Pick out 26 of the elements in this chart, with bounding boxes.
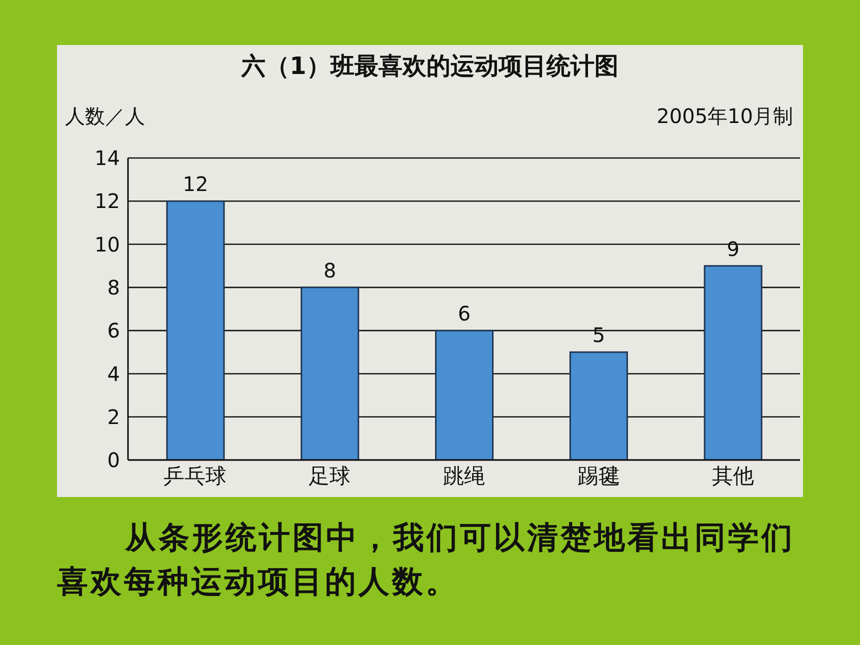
y-tick-label: 10 [94, 232, 120, 256]
bar [166, 200, 225, 460]
data-label: 6 [458, 302, 471, 326]
data-label: 8 [324, 258, 336, 282]
y-tick-label: 0 [107, 448, 120, 472]
data-label: 12 [182, 172, 208, 196]
y-tick-label: 12 [94, 189, 120, 214]
text: 2005年10月制 [656, 103, 793, 130]
y-tick-label: 4 [107, 362, 120, 386]
x-tick-label: 其他 [712, 464, 754, 488]
chart-title: 六（1）班最喜欢的运动项目统计图 [240, 51, 620, 82]
bar [569, 351, 628, 460]
y-tick-label: 8 [107, 276, 120, 300]
y-tick-label: 6 [107, 318, 120, 343]
y-tick-label: 2 [107, 404, 120, 429]
bar [300, 286, 360, 460]
x-tick-label: 踢毽 [577, 464, 620, 488]
text: 从条形统计图中，我们可以清楚地看出同学们喜欢每种运动项目的人数。 [57, 519, 796, 602]
x-tick-label: 乒乓球 [164, 464, 227, 488]
x-tick-label: 跳绳 [443, 464, 485, 488]
bar [435, 330, 494, 460]
bar [704, 265, 762, 460]
y-axis-title: 人数／人 [65, 103, 145, 130]
data-label: 5 [592, 323, 606, 348]
x-tick-label: 足球 [308, 464, 351, 488]
y-tick-label: 14 [94, 146, 120, 170]
